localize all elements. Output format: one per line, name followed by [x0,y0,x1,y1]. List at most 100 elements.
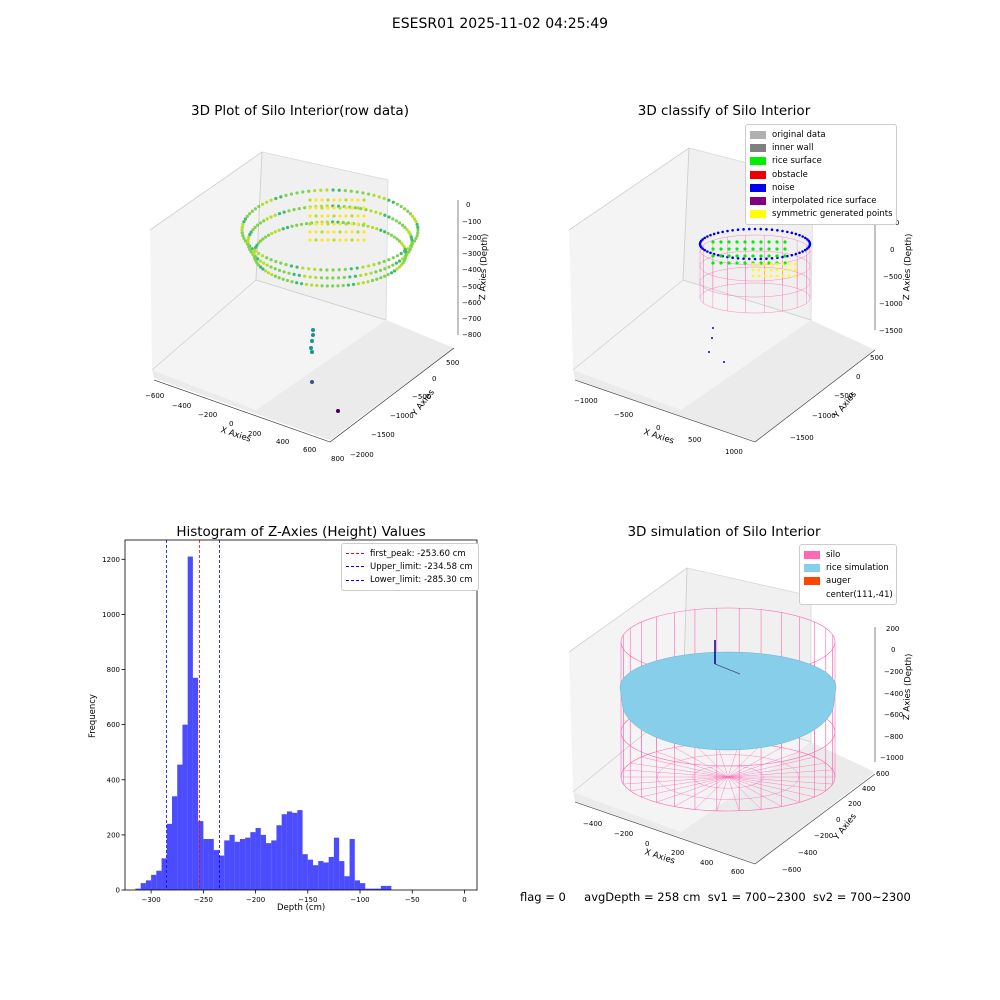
histogram-bar [203,839,209,890]
noise-point [701,238,704,241]
classify-y-tick-4: −1500 [790,434,814,442]
data-point [399,251,403,256]
sv1-text: sv1 = 700~2300 [707,890,806,904]
data-point [409,235,413,239]
noise-point [711,337,713,339]
data-point [412,217,417,221]
data-point [297,273,301,277]
data-point [282,210,286,214]
data-point [397,259,402,263]
classify-x-tick-3: 500 [688,436,702,444]
data-point [257,251,261,256]
data-point [319,276,324,280]
data-point [395,267,399,271]
histogram-bar [208,839,214,890]
histogram-bar [271,840,277,890]
data-point [307,189,311,193]
data-point [414,236,418,240]
rice-surface-point [783,254,787,258]
legend-swatch [750,143,766,152]
noise-point [770,228,774,232]
raw-x-tick-4: 200 [248,430,262,438]
silo-ring [699,282,811,314]
legend-swatch [750,183,766,192]
histogram-bar [135,888,141,890]
rice-surface-point [719,247,723,251]
avg-depth-text: avgDepth = 258 cm [584,890,701,904]
raw-x-tick-1: −400 [172,402,192,410]
data-point [311,328,315,332]
data-point [273,230,277,234]
data-point [295,191,299,195]
data-point [326,198,330,202]
histogram-bar [302,854,308,890]
data-point [350,222,354,226]
sim-z-tick-4: −600 [884,711,904,719]
legend-item-interpolated: interpolated rice surface [750,194,892,207]
data-point [263,235,268,239]
silo-ring [657,754,799,800]
histogram-bar [172,796,178,890]
noise-point [808,241,811,244]
rice-surface-point [767,247,771,251]
data-point [248,212,252,216]
data-point [375,277,379,281]
data-point [258,239,263,243]
noise-point [801,235,804,238]
data-point [308,198,312,202]
raw-y-tick-3: −1000 [390,412,414,420]
noise-point [747,257,751,261]
data-point [269,198,273,202]
data-point [383,230,387,234]
data-point [265,256,269,260]
rice-surface-point [735,247,739,251]
data-point [337,268,341,272]
classify-x-tick-0: −1000 [574,397,598,405]
symmetric-point [787,262,791,266]
data-point [362,230,366,234]
noise-point [731,228,734,232]
legend-item-upper-limit: Upper_limit: -234.58 cm [346,560,474,573]
classify-y-tick-1: 0 [856,373,861,381]
data-point [382,196,386,201]
data-point [326,214,330,218]
data-point [256,241,261,245]
data-point [362,206,366,210]
data-point [359,273,363,277]
raw-z-tick-4: −400 [462,266,482,274]
data-point [265,263,269,267]
noise-point [723,361,725,363]
data-point [375,227,379,231]
data-point [370,278,375,283]
histogram-bar [370,888,376,890]
silo-ring [699,250,811,282]
data-point [295,265,299,269]
silo-ring [692,765,764,789]
data-point [241,233,245,238]
data-point [391,256,395,260]
data-point [248,247,252,252]
histogram-bar [318,861,324,890]
data-point [299,222,304,226]
sim-x-tick-2: 0 [645,840,650,848]
data-point [308,230,312,234]
noise-point [803,248,807,252]
symmetric-point [769,274,773,278]
data-point [319,268,323,272]
histogram-bar [192,677,199,890]
data-point [262,219,266,223]
data-point [366,280,370,284]
noise-point [798,251,801,255]
data-point [349,267,353,271]
histogram-bar [297,810,303,890]
histogram-bar [219,855,225,890]
legend-swatch [750,210,766,219]
data-point [325,276,329,280]
data-point [314,238,318,242]
noise-point [736,228,740,232]
data-point [366,264,371,268]
raw-z-label: Z Axies (Depth) [478,233,491,301]
noise-point [803,236,807,240]
data-point [338,214,342,218]
histogram-bar [145,880,152,890]
